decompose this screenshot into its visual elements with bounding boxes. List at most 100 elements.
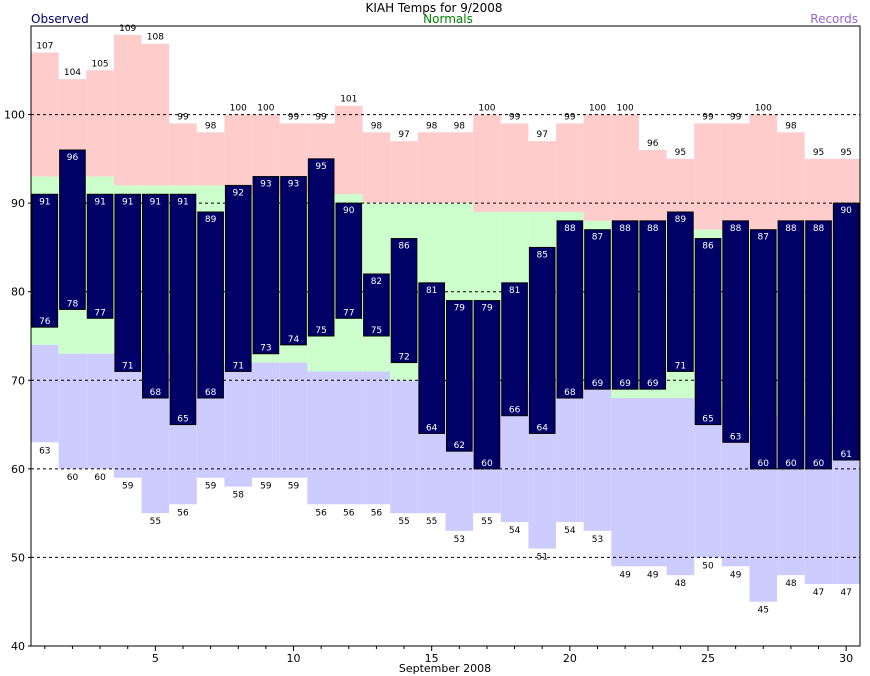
record-low-label: 47 xyxy=(813,588,824,598)
observed-low-label: 74 xyxy=(288,335,300,345)
record-low-label: 48 xyxy=(785,579,797,589)
record-low-band xyxy=(694,406,722,558)
record-high-label: 100 xyxy=(478,104,495,114)
record-low-label: 59 xyxy=(205,482,217,492)
observed-low-label: 61 xyxy=(840,450,851,460)
record-high-band xyxy=(473,114,501,212)
record-low-label: 49 xyxy=(647,570,659,580)
record-high-label: 109 xyxy=(119,24,136,34)
record-low-label: 45 xyxy=(758,606,769,616)
y-tick-label: 90 xyxy=(11,197,25,210)
observed-bar xyxy=(749,229,777,470)
x-tick-label: 20 xyxy=(563,652,577,665)
record-low-label: 53 xyxy=(592,535,603,545)
observed-low-label: 68 xyxy=(564,388,576,398)
record-high-band xyxy=(362,132,391,204)
record-high-band xyxy=(445,132,474,204)
observed-bar xyxy=(777,220,805,470)
record-high-label: 99 xyxy=(730,112,742,122)
observed-high-label: 90 xyxy=(840,206,852,216)
observed-high-label: 79 xyxy=(481,304,493,314)
record-high-band xyxy=(334,105,363,195)
observed-bar xyxy=(169,193,197,426)
record-low-band xyxy=(279,362,308,478)
record-low-band xyxy=(583,389,612,531)
record-high-band xyxy=(500,123,529,212)
observed-high-label: 88 xyxy=(647,224,659,234)
record-low-label: 56 xyxy=(315,508,327,518)
record-high-band xyxy=(169,123,197,186)
record-low-label: 59 xyxy=(288,482,300,492)
observed-bar xyxy=(722,220,749,443)
x-tick-label: 10 xyxy=(287,652,301,665)
record-high-label: 98 xyxy=(371,121,383,131)
observed-high-label: 88 xyxy=(785,224,797,234)
legend-observed: Observed xyxy=(31,12,89,26)
observed-high-label: 87 xyxy=(758,233,769,243)
record-high-label: 97 xyxy=(536,130,547,140)
record-low-label: 55 xyxy=(150,517,161,527)
x-tick-label: 30 xyxy=(839,652,853,665)
record-low-band xyxy=(86,353,114,469)
observed-high-label: 91 xyxy=(94,197,105,207)
record-high-band xyxy=(721,123,750,230)
legend-normals: Normals xyxy=(423,12,473,26)
record-high-label: 99 xyxy=(702,112,714,122)
observed-high-label: 90 xyxy=(343,206,355,216)
record-high-label: 98 xyxy=(426,121,438,131)
plot-frame xyxy=(30,25,861,647)
observed-low-label: 69 xyxy=(592,379,604,389)
record-low-band xyxy=(638,398,667,567)
record-high-label: 104 xyxy=(64,68,81,78)
record-low-band xyxy=(113,353,142,478)
record-high-label: 108 xyxy=(147,33,164,43)
y-tick-label: 50 xyxy=(11,551,25,564)
record-low-label: 55 xyxy=(398,517,409,527)
observed-low-label: 77 xyxy=(343,308,354,318)
record-low-label: 58 xyxy=(233,491,245,501)
record-low-label: 59 xyxy=(260,482,272,492)
record-high-label: 95 xyxy=(840,148,851,158)
record-low-band xyxy=(390,380,418,514)
record-high-label: 98 xyxy=(454,121,466,131)
record-low-band xyxy=(252,362,280,478)
legend-records: Records xyxy=(810,12,858,26)
observed-low-label: 64 xyxy=(536,423,548,433)
record-high-label: 100 xyxy=(589,104,606,114)
record-low-label: 55 xyxy=(481,517,492,527)
record-low-band xyxy=(307,371,335,505)
observed-low-label: 68 xyxy=(205,388,217,398)
record-high-label: 101 xyxy=(340,95,357,105)
x-tick-label: 25 xyxy=(701,652,715,665)
y-tick-label: 40 xyxy=(11,640,25,653)
observed-high-label: 81 xyxy=(509,286,520,296)
record-low-label: 49 xyxy=(730,570,742,580)
observed-low-label: 75 xyxy=(315,326,326,336)
observed-bar xyxy=(473,300,501,470)
record-low-label: 56 xyxy=(177,508,189,518)
observed-bar xyxy=(501,282,528,417)
record-low-band xyxy=(556,389,584,522)
observed-bar xyxy=(114,193,142,372)
record-low-label: 49 xyxy=(619,570,631,580)
record-high-band xyxy=(694,123,722,230)
observed-bar xyxy=(446,300,473,452)
record-low-label: 55 xyxy=(426,517,437,527)
observed-bar xyxy=(832,202,860,461)
record-low-label: 63 xyxy=(39,446,50,456)
observed-bar xyxy=(86,193,114,319)
observed-high-label: 93 xyxy=(260,180,271,190)
record-high-band xyxy=(749,114,778,230)
observed-high-label: 88 xyxy=(619,224,631,234)
record-high-label: 105 xyxy=(91,59,108,69)
axis-layer: 40 50 60 70 80 90 100 5 10 15 20 25 30 xyxy=(4,109,853,665)
observed-high-label: 87 xyxy=(592,233,603,243)
observed-bar xyxy=(307,158,335,337)
observed-high-label: 92 xyxy=(233,188,244,198)
observed-high-label: 86 xyxy=(398,242,410,252)
observed-low-label: 60 xyxy=(481,459,493,469)
record-low-band xyxy=(224,362,253,487)
observed-high-label: 88 xyxy=(730,224,742,234)
record-high-band xyxy=(556,123,584,212)
